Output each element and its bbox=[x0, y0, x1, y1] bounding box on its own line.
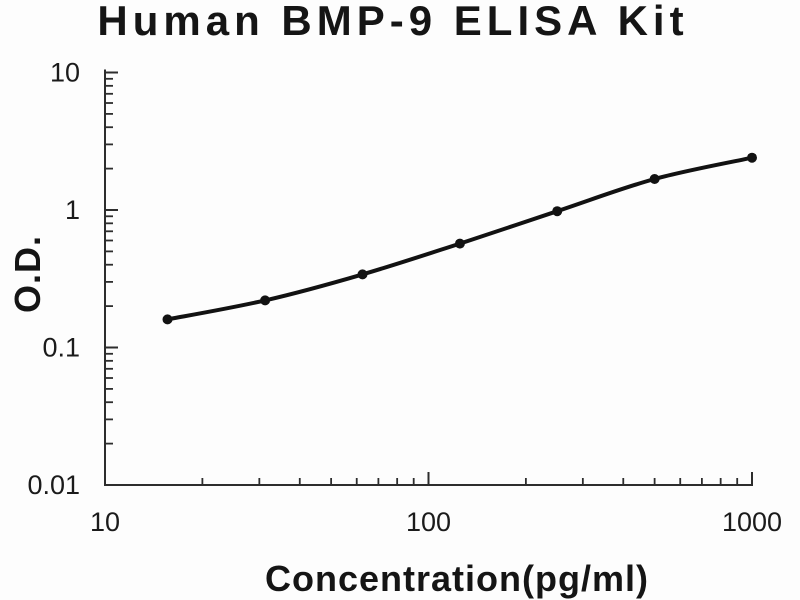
axis-lines bbox=[104, 69, 753, 486]
data-point bbox=[454, 238, 465, 249]
x-tick-label: 100 bbox=[406, 507, 451, 537]
x-tick-label: 1000 bbox=[722, 507, 782, 537]
x-tick-label: 10 bbox=[90, 507, 120, 537]
y-tick-label: 0.1 bbox=[42, 333, 80, 363]
x-axis-tick-labels: 10 100 1000 bbox=[90, 507, 782, 537]
data-point bbox=[747, 152, 757, 163]
y-tick-label: 10 bbox=[50, 58, 80, 88]
standard-curve-line bbox=[165, 155, 754, 322]
data-point bbox=[552, 206, 563, 217]
data-point bbox=[649, 174, 660, 184]
data-point bbox=[260, 295, 271, 306]
y-tick-label: 1 bbox=[65, 195, 80, 225]
data-point bbox=[357, 269, 368, 280]
x-axis-title: Concentration(pg/ml) bbox=[265, 558, 649, 599]
axes bbox=[104, 69, 753, 486]
y-tick-label: 0.01 bbox=[27, 470, 80, 500]
y-axis-tick-labels: 10 1 0.1 0.01 bbox=[27, 58, 80, 501]
standard-curve bbox=[162, 152, 757, 325]
chart-title: Human BMP-9 ELISA Kit bbox=[97, 0, 689, 44]
data-point bbox=[162, 314, 173, 325]
